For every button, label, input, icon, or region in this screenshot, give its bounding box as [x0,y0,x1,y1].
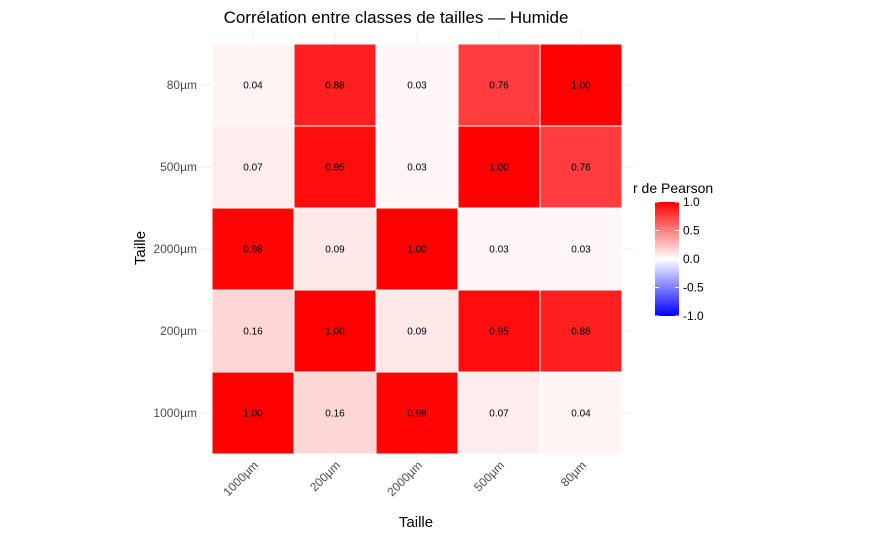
heatmap-cells [211,43,623,455]
cell-value-label: 1.00 [407,245,427,256]
cell-value-label: 0.76 [571,163,591,174]
cell-value-label: 0.16 [325,409,345,420]
heatmap-cell [375,371,459,455]
cell-value-label: 1.00 [243,409,263,420]
x-axis-title: Taille [399,514,433,531]
heatmap-cell [457,43,541,127]
legend-tick-label: -1.0 [683,309,704,323]
heatmap-cell [457,289,541,373]
cell-value-label: 0.09 [407,327,427,338]
cell-value-label: 0.04 [571,409,591,420]
heatmap-cell [539,371,623,455]
cell-value-label: 0.76 [489,81,509,92]
cell-value-label: 0.03 [407,163,427,174]
heatmap-cell [293,371,377,455]
heatmap-cell [375,43,459,127]
heatmap-cell-labels: 1.00 0.16 0.98 0.07 0.04 0.16 1.00 0.09 0.95 0.88… [243,81,591,420]
y-tick-label: 80µm [167,78,197,92]
y-tick-label: 200µm [160,324,197,338]
cell-value-label: 0.07 [489,409,509,420]
heatmap-cell [539,43,623,127]
cell-value-label: 0.07 [243,163,263,174]
heatmap-cell [293,289,377,373]
y-tick-label: 500µm [160,160,197,174]
y-tick-label: 1000µm [153,406,197,420]
cell-value-label: 1.00 [325,327,345,338]
x-tick-label: 2000µm [384,458,425,499]
heatmap-cell [211,43,295,127]
cell-value-label: 0.95 [489,327,509,338]
legend-title: r de Pearson [633,180,713,196]
legend-tick-label: 0.0 [683,252,700,266]
x-tick-label: 200µm [307,458,343,494]
heatmap-cell [539,125,623,209]
legend-tick-label: 0.5 [683,224,700,238]
x-axis-ticks: 1000µm 200µm 2000µm 500µm 80µm [220,458,589,499]
heatmap-cell [211,289,295,373]
color-legend: r de Pearson 1.0 0.5 0.0 -0.5 -1.0 [633,180,713,323]
heatmap-cell [539,289,623,373]
cell-value-label: 0.03 [571,245,591,256]
cell-value-label: 0.95 [325,163,345,174]
y-axis-ticks: 1000µm 200µm 2000µm 500µm 80µm [153,78,197,420]
y-tick-label: 2000µm [153,242,197,256]
legend-tick-label: 1.0 [683,195,700,209]
cell-value-label: 0.88 [325,81,345,92]
heatmap-cell [375,289,459,373]
legend-ticks: 1.0 0.5 0.0 -0.5 -1.0 [655,195,704,323]
cell-value-label: 0.98 [407,409,427,420]
cell-value-label: 1.00 [571,81,591,92]
cell-value-label: 0.16 [243,327,263,338]
chart-title: Corrélation entre classes de tailles — H… [224,8,569,27]
cell-value-label: 0.09 [325,245,345,256]
legend-tick-label: -0.5 [683,281,704,295]
heatmap-cell [293,125,377,209]
cell-value-label: 0.04 [243,81,263,92]
y-axis-title: Taille [132,231,149,265]
heatmap-cell [293,207,377,291]
cell-value-label: 0.98 [243,245,263,256]
heatmap-cell [211,125,295,209]
heatmap-cell [457,371,541,455]
heatmap-cell [375,207,459,291]
heatmap-cell [211,207,295,291]
cell-value-label: 0.03 [407,81,427,92]
cell-value-label: 0.03 [489,245,509,256]
x-tick-label: 500µm [471,458,507,494]
cell-value-label: 1.00 [489,163,509,174]
x-tick-label: 1000µm [220,458,261,499]
cell-value-label: 0.88 [571,327,591,338]
x-tick-label: 80µm [558,458,589,489]
